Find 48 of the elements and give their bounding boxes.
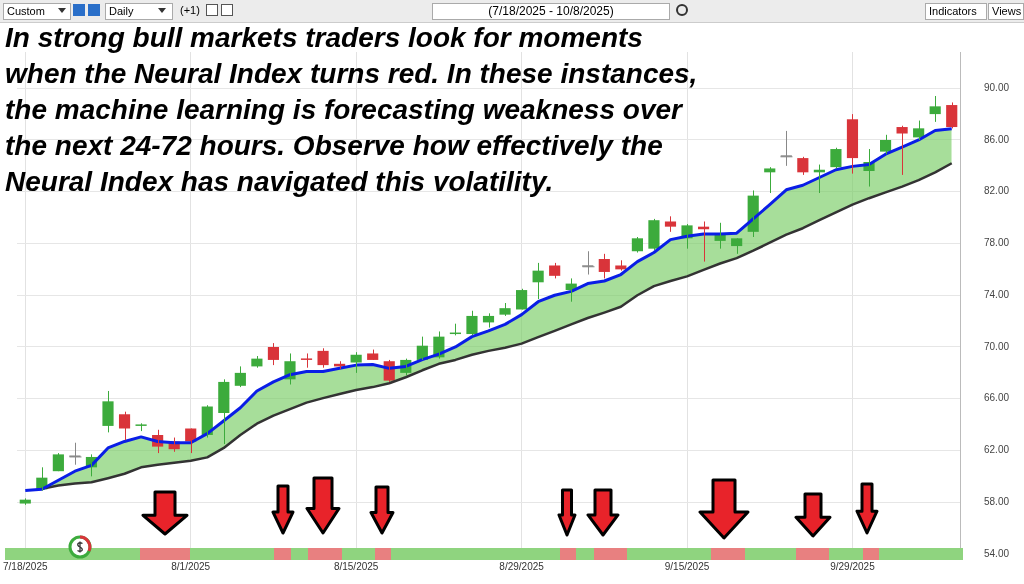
y-tick-label: 78.00 [984, 237, 1010, 249]
x-tick-label: 8/29/2025 [499, 560, 545, 572]
y-tick-label: 66.00 [984, 392, 1010, 404]
candlestick [267, 342, 280, 366]
text: Indicators [925, 3, 987, 20]
candlestick [846, 113, 859, 175]
candlestick [350, 351, 362, 374]
candlestick [830, 147, 842, 169]
candlestick [549, 262, 561, 279]
candlestick [102, 390, 114, 433]
candlestick [598, 253, 610, 279]
candlestick [499, 302, 511, 317]
y-tick-label: 54.00 [984, 547, 1010, 559]
text: (+1) [180, 4, 200, 16]
candlestick [300, 352, 313, 369]
candlestick [615, 259, 627, 272]
y-tick-label: 82.00 [984, 185, 1010, 197]
candlestick [648, 218, 660, 251]
annotation: In strong bull markets traders look for moments when the Neural Index turns red. In these instances, the machine learning is forecasting weakness over the next 24-72 hours. Observe how effectively the Neural Index has navigated this volatility. [5, 21, 699, 199]
candlestick [631, 236, 643, 254]
y-tick-label: 58.00 [984, 496, 1010, 507]
text: Daily [105, 3, 173, 20]
candlestick [118, 411, 131, 441]
candlestick [929, 95, 941, 123]
y-tick-label: 90.00 [984, 81, 1010, 93]
x-tick-label: 8/1/2025 [171, 560, 211, 572]
text: Views [988, 3, 1024, 20]
candlestick [896, 125, 908, 176]
x-tick-label: 8/15/2025 [333, 560, 379, 572]
candlestick [466, 310, 478, 336]
candlestick [52, 452, 64, 472]
x-tick-label: 7/18/2025 [3, 560, 48, 572]
candlestick [764, 166, 776, 194]
x-tick-label: 9/29/2025 [830, 560, 876, 572]
y-tick-label: 74.00 [984, 288, 1010, 300]
candlestick [664, 215, 677, 233]
candlestick [234, 365, 246, 388]
candlestick [317, 347, 329, 369]
candlestick [19, 497, 31, 506]
candlestick [135, 422, 147, 432]
y-tick-label: 62.00 [984, 444, 1010, 456]
chart-title: (7/18/2025 - 10/8/2025) [432, 3, 670, 20]
text: Custom [3, 3, 71, 20]
candlestick [731, 237, 743, 255]
y-tick-label: 70.00 [984, 340, 1010, 352]
y-tick-label: 86.00 [984, 133, 1010, 145]
x-tick-label: 9/15/2025 [664, 560, 710, 572]
candlestick [367, 349, 379, 361]
